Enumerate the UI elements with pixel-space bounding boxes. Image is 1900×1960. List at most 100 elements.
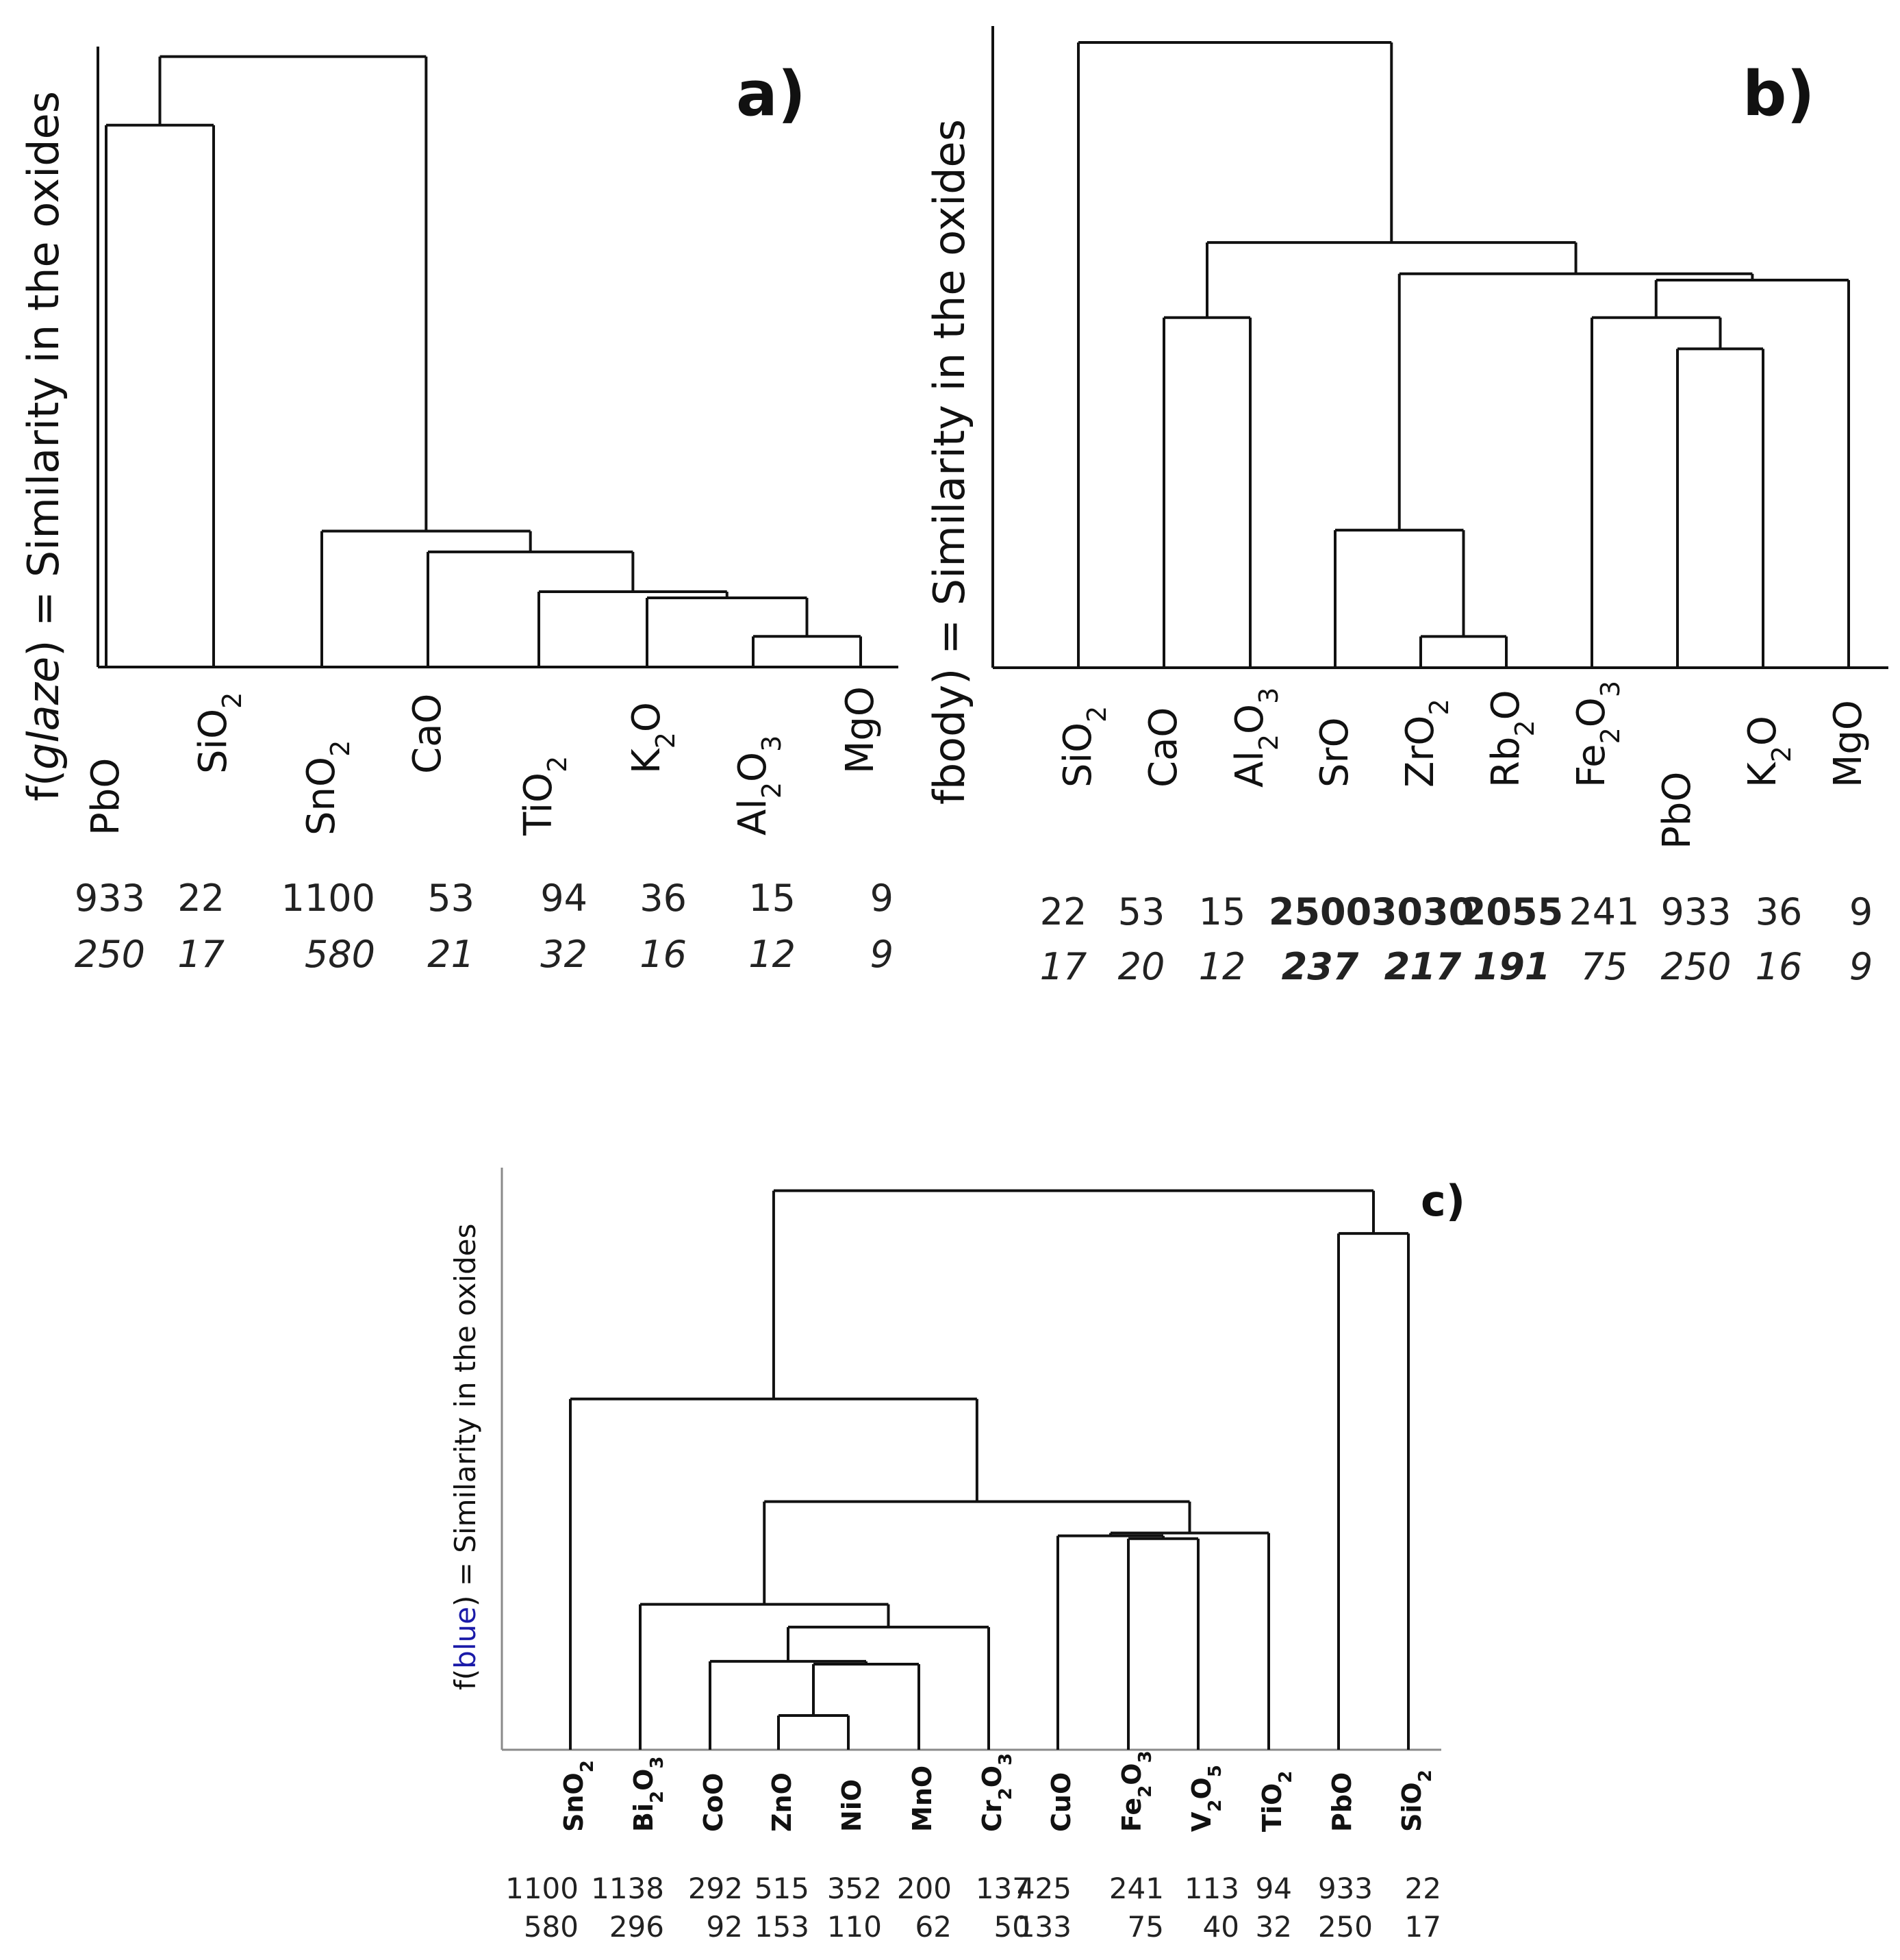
panel-c-value-1: 94 [1256,1872,1292,1905]
panel-b-value-2: 20 [1118,945,1165,988]
panel-c-value-2: 133 [1017,1910,1072,1944]
panel-c-oxide-label: Fe2O3 [1117,1750,1156,1832]
panel-b-value-2: 237 [1282,945,1359,988]
panel-c-oxide-label: SiO2 [1397,1770,1436,1832]
panel-a-value-2: 580 [305,933,375,976]
panel-c-oxide-label: Bi2O3 [629,1757,668,1833]
panel-a: f(glaze) = Similarity in the oxides a) P… [18,47,898,976]
panel-b-oxide-label: Rb2O [1484,690,1540,788]
panel-a-oxide-label: TiO2 [516,756,572,836]
panel-c-value-2: 62 [915,1910,952,1944]
panel-b-value-2: 16 [1756,945,1803,988]
panel-a-label: a) [736,58,806,130]
panel-a-value-1: 15 [748,877,796,920]
panel-a-oxide-label: MgO [838,686,883,774]
panel-b-oxide-label: Al2O3 [1228,688,1284,788]
panel-a-value-1: 36 [639,877,687,920]
panel-c-value-1: 22 [1405,1872,1441,1905]
panel-a-oxide-label: K2O [624,702,681,774]
panel-c-value-2: 40 [1203,1910,1239,1944]
panel-b-value-2: 250 [1660,945,1731,988]
panel-a-oxide-label: PbO [84,758,128,835]
panel-a-value-2: 250 [75,933,145,976]
panel-a-value-1: 933 [75,877,145,920]
panel-b-oxide-label: PbO [1655,772,1699,849]
panel-c-value-2: 75 [1128,1910,1164,1944]
panel-b-value-1: 9 [1849,890,1873,933]
panel-c-oxide-label: CoO [698,1773,729,1832]
panel-c-oxide-label: SnO2 [559,1760,598,1832]
panel-c-oxide-label: MnO [907,1766,937,1832]
panel-b-value-1: 15 [1199,890,1246,933]
panel-a-oxide-label: Al2O3 [731,736,787,835]
panel-c-value-1: 137 [976,1872,1030,1905]
panel-b: fbody) = Similarity in the oxides b) SiO… [924,26,1888,988]
panel-c-value-2: 110 [827,1910,882,1944]
panel-a-dendrogram [105,55,862,667]
panel-c-value-1: 113 [1185,1872,1239,1905]
panel-a-oxide-label: SiO2 [191,692,247,774]
panel-a-oxide-label: CaO [405,694,450,775]
panel-b-value-2: 75 [1581,945,1628,988]
panel-c-oxide-labels: SnO2 Bi2O3 CoO ZnO NiO MnO Cr2O3 CuO Fe2O3 V2O5 Ti… [559,1750,1436,1832]
panel-b-value-1: 22 [1040,890,1087,933]
panel-b-dendrogram [1077,41,1850,668]
panel-b-label: b) [1743,58,1815,130]
panel-a-oxide-label: SnO2 [299,740,355,835]
panel-b-value-2: 9 [1849,945,1873,988]
panel-b-value-1: 2500 [1269,890,1371,933]
panel-b-y-label: fbody) = Similarity in the oxides [924,119,974,805]
panel-c-oxide-label: TiO2 [1257,1771,1296,1832]
panel-c-value-1: 933 [1318,1872,1373,1905]
panel-b-value-1: 2055 [1460,890,1563,933]
panel-a-value-1: 1100 [281,877,375,920]
panel-c-value-2: 17 [1405,1910,1441,1944]
panel-c-values: 1100 580 1138 296 292 92 515 153 352 110 200 62 137 5… [505,1872,1441,1944]
panel-c-value-2: 153 [755,1910,809,1944]
panel-c-value-1: 1100 [505,1872,579,1905]
panel-c-y-label: f(blue) = Similarity in the oxides [448,1224,482,1690]
panel-c-oxide-label: ZnO [767,1772,797,1832]
panel-b-value-2: 191 [1473,945,1551,988]
panel-c-oxide-label: NiO [837,1779,867,1832]
panel-a-value-2: 21 [427,933,474,976]
panel-c-value-1: 292 [688,1872,743,1905]
panel-c-oxide-label: CuO [1046,1772,1076,1832]
panel-b-oxide-label: ZrO2 [1398,699,1454,788]
panel-c-value-1: 200 [897,1872,952,1905]
panel-c-oxide-label: Cr2O3 [977,1753,1016,1832]
panel-b-value-1: 933 [1660,890,1731,933]
panel-c-value-1: 352 [827,1872,882,1905]
panel-c-dendrogram [569,1189,1410,1750]
panel-c-value-2: 250 [1318,1910,1373,1944]
panel-a-value-2: 12 [748,933,796,976]
panel-b-oxide-label: CaO [1141,707,1186,788]
panel-b-oxide-label: SrO [1313,717,1357,788]
panel-c-value-1: 241 [1109,1872,1164,1905]
panel-b-value-2: 12 [1199,945,1246,988]
panel-b-value-1: 241 [1569,890,1639,933]
panel-a-values: 933 250 22 17 1100 580 53 21 94 32 36 16 15 12 9 9 [75,877,894,976]
panel-c-value-2: 580 [524,1910,579,1944]
panel-b-value-1: 3030 [1371,890,1474,933]
panel-b-oxide-label: Fe2O3 [1569,681,1625,788]
panel-a-value-1: 53 [427,877,474,920]
panel-a-value-1: 22 [177,877,225,920]
panel-c-oxide-label: PbO [1327,1772,1357,1832]
panel-b-value-2: 217 [1384,945,1462,988]
panel-b-oxide-labels: SiO2 CaO Al2O3 SrO ZrO2 Rb2O Fe2O3 PbO K2O MgO [1056,681,1871,849]
panel-b-value-1: 36 [1756,890,1803,933]
panel-a-y-label: f(glaze) = Similarity in the oxides [18,91,68,801]
panel-c: f(blue) = Similarity in the oxides c) Sn… [448,1168,1465,1944]
panel-a-value-2: 16 [639,933,687,976]
panel-c-label: c) [1421,1176,1465,1226]
panel-a-value-2: 9 [870,933,894,976]
panel-a-oxide-labels: PbO SiO2 SnO2 CaO TiO2 K2O Al2O3 MgO [84,686,883,836]
panel-c-value-2: 92 [707,1910,743,1944]
panel-a-value-2: 17 [177,933,225,976]
panel-c-oxide-label: V2O5 [1187,1765,1226,1832]
panel-b-oxide-label: SiO2 [1056,706,1112,788]
panel-c-value-2: 296 [609,1910,664,1944]
panel-a-value-1: 94 [540,877,587,920]
panel-a-value-1: 9 [870,877,894,920]
